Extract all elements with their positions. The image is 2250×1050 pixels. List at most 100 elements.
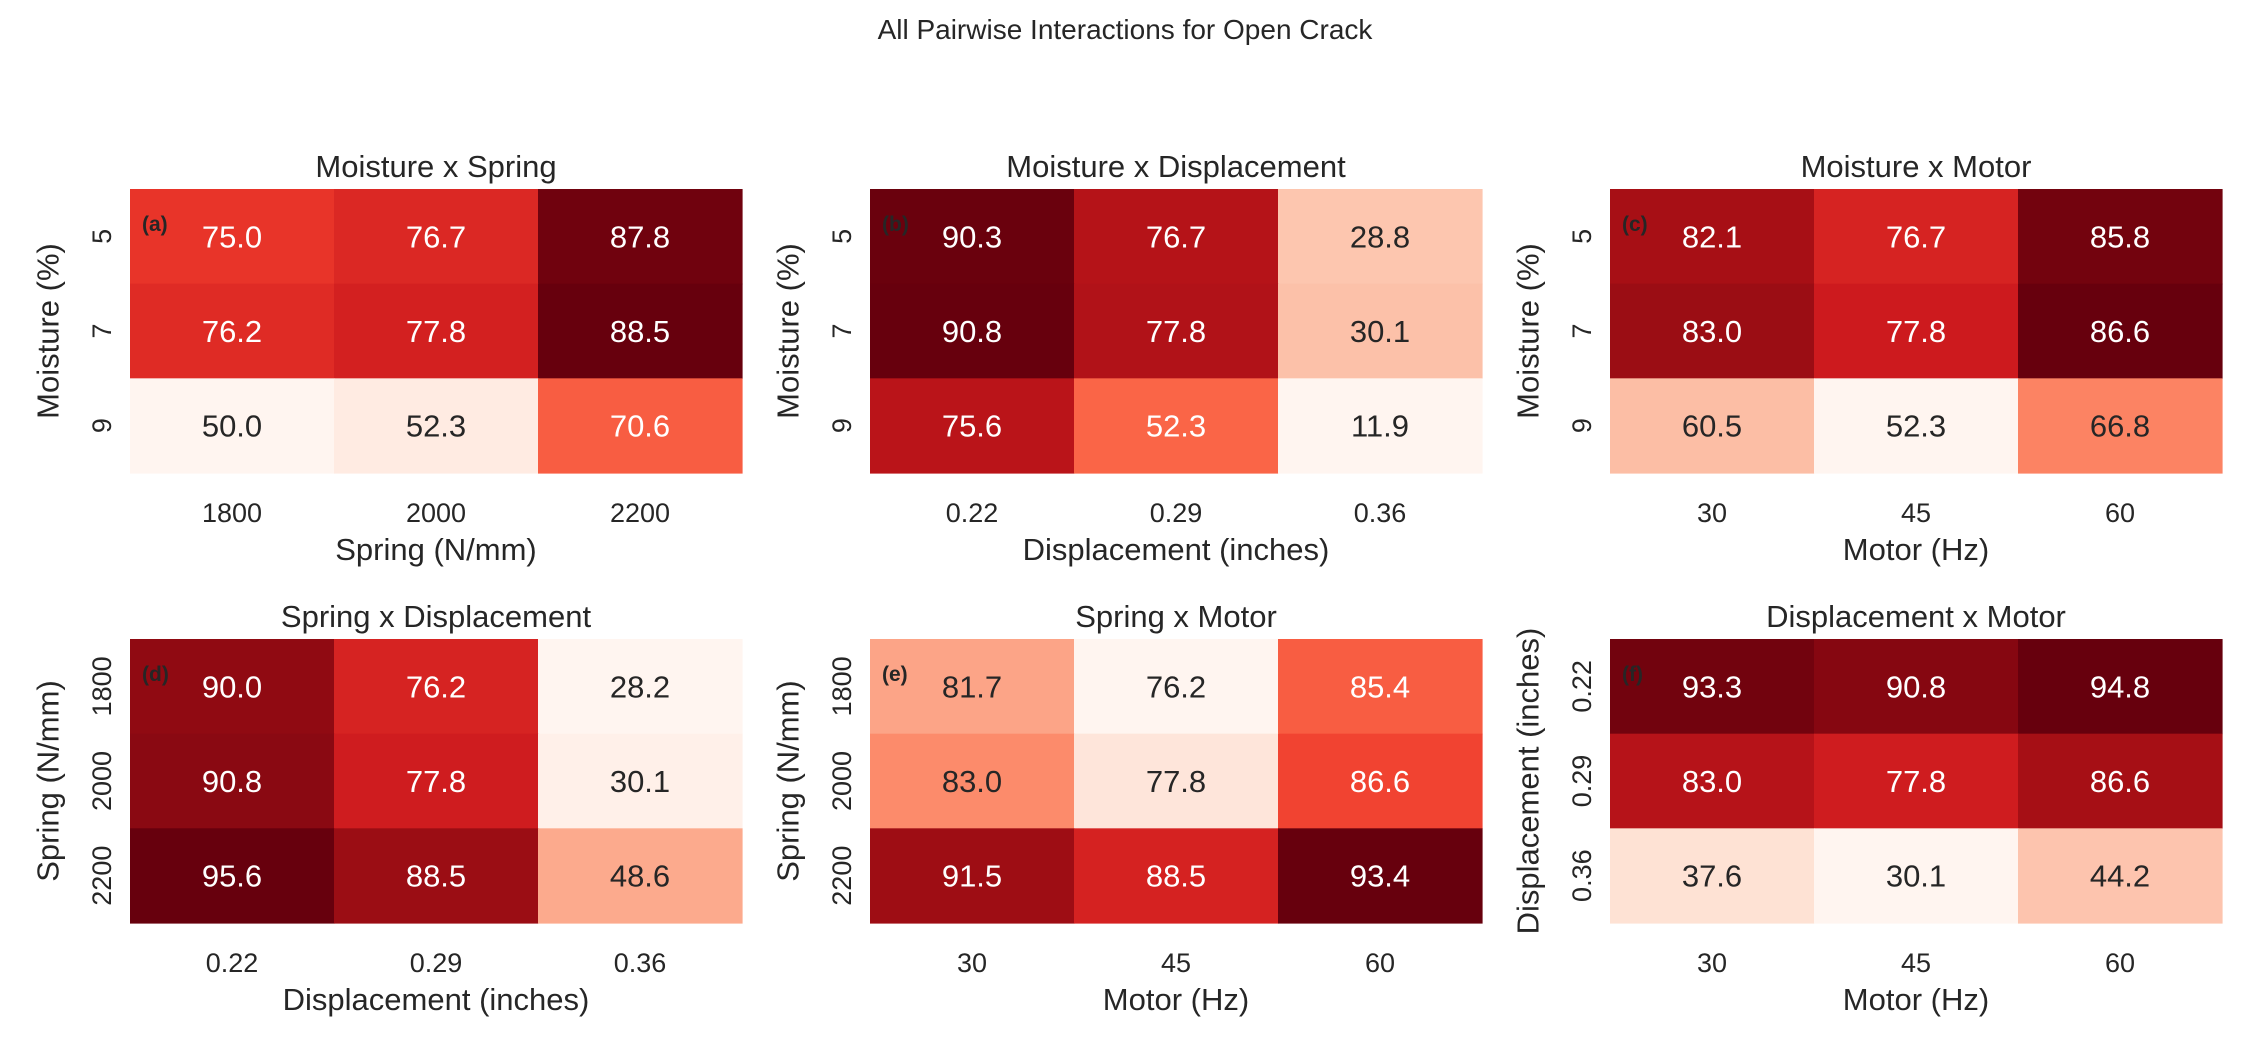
heatmap-3-cell-r0-c1 xyxy=(1814,189,2019,285)
heatmap-1-value-label-r1-c0: 76.2 xyxy=(202,314,262,349)
heatmap-5-value-label-r1-c2: 86.6 xyxy=(1350,764,1410,799)
heatmap-2-y-axis-label: Moisture (%) xyxy=(771,243,806,419)
heatmap-5-y-tick-label: 2000 xyxy=(827,751,857,811)
heatmap-3-value-label-r2-c1: 52.3 xyxy=(1886,409,1946,444)
heatmap-6-x-tick-label: 60 xyxy=(2105,948,2135,978)
heatmap-3-value-label-r2-c0: 60.5 xyxy=(1682,409,1742,444)
heatmap-3-cell-r1-c0 xyxy=(1610,283,1815,379)
heatmap-3-panel-label: (c) xyxy=(1622,213,1648,236)
heatmap-4-cell-r0-c0 xyxy=(130,639,335,735)
heatmap-1-value-label-r0-c2: 87.8 xyxy=(610,219,670,254)
heatmap-2-x-tick-label: 0.22 xyxy=(946,498,999,528)
heatmap-2-title: Moisture x Displacement xyxy=(1006,149,1346,184)
heatmap-3-value-label-r0-c0: 82.1 xyxy=(1682,219,1742,254)
heatmap-4-value-label-r1-c1: 77.8 xyxy=(406,764,466,799)
heatmap-1-value-label-r1-c1: 77.8 xyxy=(406,314,466,349)
heatmap-3-x-axis-label: Motor (Hz) xyxy=(1843,532,1989,567)
heatmap-6-panel-label: (f) xyxy=(1622,663,1643,686)
heatmap-4-y-tick-label: 2200 xyxy=(87,846,117,906)
heatmap-6-y-tick-label: 0.36 xyxy=(1567,849,1597,902)
heatmap-1-x-tick-label: 2000 xyxy=(406,498,466,528)
heatmap-2-value-label-r0-c1: 76.7 xyxy=(1146,219,1206,254)
heatmap-2-value-label-r1-c2: 30.1 xyxy=(1350,314,1410,349)
heatmap-4-cell-r2-c1 xyxy=(334,828,539,924)
heatmap-4-cell-r1-c2 xyxy=(538,733,743,829)
heatmap-1-value-label-r2-c2: 70.6 xyxy=(610,409,670,444)
heatmap-5-value-label-r0-c2: 85.4 xyxy=(1350,669,1410,704)
heatmap-2-x-tick-label: 0.36 xyxy=(1354,498,1407,528)
heatmap-5-value-label-r2-c2: 93.4 xyxy=(1350,859,1410,894)
heatmap-1-panel-label: (a) xyxy=(142,213,168,236)
heatmap-4-cell-r2-c2 xyxy=(538,828,743,924)
heatmap-6-value-label-r2-c1: 30.1 xyxy=(1886,859,1946,894)
heatmap-5-y-tick-label: 1800 xyxy=(827,656,857,716)
heatmap-6-cell-r2-c2 xyxy=(2018,828,2223,924)
heatmap-6-cell-r2-c0 xyxy=(1610,828,1815,924)
heatmap-5-value-label-r1-c0: 83.0 xyxy=(942,764,1002,799)
heatmap-6-value-label-r2-c0: 37.6 xyxy=(1682,859,1742,894)
heatmap-4-cell-r2-c0 xyxy=(130,828,335,924)
heatmap-1-y-tick-label: 9 xyxy=(87,418,117,433)
heatmap-6-value-label-r2-c2: 44.2 xyxy=(2090,859,2150,894)
heatmap-3-cell-r2-c2 xyxy=(2018,378,2223,474)
heatmap-6-cell-r0-c1 xyxy=(1814,639,2019,735)
heatmap-4-y-tick-label: 1800 xyxy=(87,656,117,716)
heatmap-2-cell-r2-c1 xyxy=(1074,378,1279,474)
heatmap-5-y-tick-label: 2200 xyxy=(827,846,857,906)
heatmap-6-y-axis-label: Displacement (inches) xyxy=(1511,628,1546,935)
heatmap-5-panel-label: (e) xyxy=(882,663,908,686)
heatmap-6-x-tick-label: 45 xyxy=(1901,948,1931,978)
heatmap-3-x-tick-label: 45 xyxy=(1901,498,1931,528)
heatmap-4-value-label-r0-c1: 76.2 xyxy=(406,669,466,704)
heatmap-2-cell-r2-c0 xyxy=(870,378,1075,474)
heatmap-3-value-label-r2-c2: 66.8 xyxy=(2090,409,2150,444)
heatmap-2-value-label-r2-c0: 75.6 xyxy=(942,409,1002,444)
heatmap-1-x-axis-label: Spring (N/mm) xyxy=(335,532,537,567)
heatmap-4-cell-r0-c2 xyxy=(538,639,743,735)
heatmap-2-cell-r0-c2 xyxy=(1278,189,1483,285)
heatmap-1-cell-r0-c1 xyxy=(334,189,539,285)
heatmap-5-cell-r0-c1 xyxy=(1074,639,1279,735)
heatmap-2-value-label-r2-c2: 11.9 xyxy=(1351,409,1409,444)
heatmap-1-y-tick-label: 7 xyxy=(87,323,117,338)
heatmap-2-value-label-r1-c1: 77.8 xyxy=(1146,314,1206,349)
heatmap-5-x-tick-label: 30 xyxy=(957,948,987,978)
heatmap-2-value-label-r1-c0: 90.8 xyxy=(942,314,1002,349)
heatmap-3-x-tick-label: 30 xyxy=(1697,498,1727,528)
heatmap-1-value-label-r1-c2: 88.5 xyxy=(610,314,670,349)
heatmap-5-cell-r2-c2 xyxy=(1278,828,1483,924)
heatmap-4-value-label-r2-c1: 88.5 xyxy=(406,859,466,894)
heatmap-2-cell-r0-c0 xyxy=(870,189,1075,285)
heatmap-2-x-tick-label: 0.29 xyxy=(1150,498,1203,528)
heatmap-3-value-label-r1-c2: 86.6 xyxy=(2090,314,2150,349)
heatmap-4-value-label-r1-c0: 90.8 xyxy=(202,764,262,799)
heatmap-4-cell-r1-c0 xyxy=(130,733,335,829)
heatmap-6-cell-r0-c0 xyxy=(1610,639,1815,735)
heatmap-3-value-label-r0-c1: 76.7 xyxy=(1886,219,1946,254)
heatmap-1-value-label-r2-c1: 52.3 xyxy=(406,409,466,444)
heatmap-6-value-label-r1-c1: 77.8 xyxy=(1886,764,1946,799)
heatmap-3-y-axis-label: Moisture (%) xyxy=(1511,243,1546,419)
heatmap-5-cell-r1-c1 xyxy=(1074,733,1279,829)
heatmap-6-cell-r1-c1 xyxy=(1814,733,2019,829)
heatmap-1-x-tick-label: 2200 xyxy=(610,498,670,528)
heatmap-3-x-tick-label: 60 xyxy=(2105,498,2135,528)
heatmap-1-cell-r2-c0 xyxy=(130,378,335,474)
heatmap-3-cell-r2-c1 xyxy=(1814,378,2019,474)
heatmap-1-cell-r0-c2 xyxy=(538,189,743,285)
heatmap-2-cell-r1-c0 xyxy=(870,283,1075,379)
heatmap-1-cell-r1-c0 xyxy=(130,283,335,379)
heatmap-1-cell-r0-c0 xyxy=(130,189,335,285)
heatmap-1-value-label-r0-c1: 76.7 xyxy=(406,219,466,254)
heatmap-3-cell-r0-c2 xyxy=(2018,189,2223,285)
heatmap-1-cell-r2-c1 xyxy=(334,378,539,474)
heatmap-6-y-tick-label: 0.22 xyxy=(1567,660,1597,713)
heatmap-4-value-label-r2-c2: 48.6 xyxy=(610,859,670,894)
heatmap-5-x-tick-label: 45 xyxy=(1161,948,1191,978)
heatmap-6-value-label-r1-c0: 83.0 xyxy=(1682,764,1742,799)
heatmap-2-cell-r0-c1 xyxy=(1074,189,1279,285)
heatmap-2-cell-r1-c1 xyxy=(1074,283,1279,379)
heatmap-6-cell-r0-c2 xyxy=(2018,639,2223,735)
heatmap-5-title: Spring x Motor xyxy=(1075,599,1277,634)
heatmap-1-cell-r1-c1 xyxy=(334,283,539,379)
